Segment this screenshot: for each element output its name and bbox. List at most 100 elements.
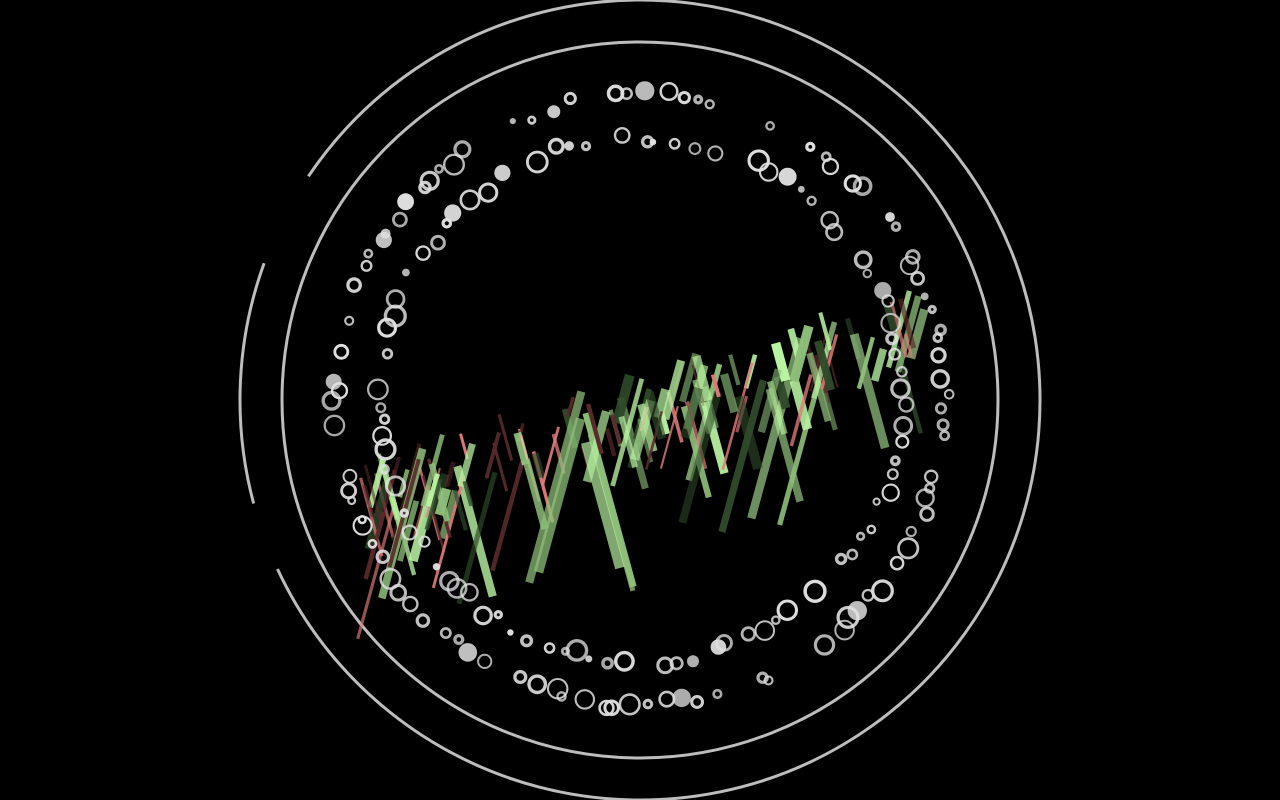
bubble-marker (825, 223, 844, 242)
bubble-marker (778, 167, 797, 186)
bubble-marker (888, 347, 901, 361)
bubble-marker (574, 689, 596, 710)
bubble-marker (649, 138, 657, 146)
bar-mark (387, 458, 421, 568)
bubble-marker (378, 413, 391, 425)
bubble-marker (861, 588, 875, 602)
bubble-marker (453, 633, 465, 646)
bar-mark (585, 403, 604, 455)
bubble-marker (668, 137, 681, 150)
bubble-marker (930, 347, 947, 364)
bubble-marker (372, 426, 393, 446)
bubble-marker (367, 538, 378, 549)
outer-rings (238, 0, 1042, 800)
bar-mark (733, 395, 763, 471)
bubble-marker (340, 482, 358, 500)
bar-mark (678, 390, 722, 524)
bubble-marker (642, 698, 654, 710)
bubble-marker (460, 582, 479, 602)
bar-mark (617, 396, 649, 490)
bubble-marker (712, 688, 723, 700)
bubble-marker (846, 548, 859, 561)
bubble-marker (375, 402, 387, 414)
bar-mark (679, 352, 699, 403)
bubble-marker (885, 332, 899, 346)
bubble-marker (776, 599, 799, 621)
bubble-marker (872, 497, 881, 506)
bubble-marker (527, 674, 548, 695)
bar-mark (513, 431, 530, 466)
bubble-marker (821, 157, 840, 176)
bar-mark (718, 379, 767, 533)
bubble-marker (710, 639, 727, 655)
bubble-marker (899, 255, 920, 276)
bubble-marker (565, 639, 589, 662)
bar-mark (457, 442, 476, 488)
bar-mark (710, 374, 721, 398)
bar-mark (581, 441, 625, 570)
bubble-marker (618, 693, 641, 716)
bubble-marker (897, 537, 920, 560)
bubble-marker (923, 469, 939, 485)
bubble-marker (444, 204, 462, 222)
bubble-marker (874, 282, 892, 300)
bubble-marker (704, 99, 715, 110)
bubble-marker (419, 170, 440, 191)
bubble-marker (943, 389, 955, 400)
bubble-marker (896, 365, 908, 378)
bubble-marker (379, 463, 390, 475)
bubble-marker (323, 414, 346, 437)
bar-mark (522, 458, 549, 531)
bubble-marker (556, 691, 567, 702)
bar-mark (397, 500, 420, 562)
bar-mark (541, 426, 560, 485)
bubble-marker (919, 506, 935, 522)
bubble-marker (402, 268, 410, 277)
bubble-marker (659, 81, 679, 102)
bar-mark (356, 503, 396, 640)
inner-ring (280, 40, 1000, 760)
bubble-marker (740, 626, 757, 642)
bubble-marker (563, 91, 577, 106)
bubble-marker (932, 332, 944, 344)
bar-mark (531, 452, 546, 479)
bubble-marker (920, 292, 929, 301)
bubble-marker (603, 699, 621, 717)
bubble-marker (458, 643, 478, 662)
bar-mark (566, 396, 575, 417)
bubble-marker (765, 121, 775, 131)
bubble-marker (747, 149, 770, 172)
bubble-marker (478, 182, 499, 203)
bar-mark (484, 431, 501, 479)
bubble-marker (546, 677, 569, 700)
bubble-marker (614, 650, 635, 672)
bubble-marker (890, 378, 911, 399)
bubble-marker (547, 137, 565, 155)
bubble-marker (363, 248, 374, 259)
bar-mark (856, 336, 875, 390)
bubble-marker (397, 193, 414, 211)
bubble-marker (473, 605, 493, 626)
bubble-marker (375, 549, 391, 565)
bubble-marker (803, 579, 827, 603)
bubble-marker (939, 430, 951, 442)
bar-mark (721, 362, 754, 470)
bubble-marker (585, 655, 593, 663)
bubble-marker (658, 690, 676, 708)
bubble-marker (758, 162, 779, 182)
bubble-layer (321, 81, 955, 717)
bubble-marker (379, 567, 402, 590)
bubble-marker (677, 90, 691, 105)
bubble-marker (333, 343, 350, 360)
bar-mark (692, 354, 713, 402)
bubble-marker (635, 81, 655, 101)
bubble-marker (401, 595, 419, 613)
bubble-marker (513, 669, 528, 685)
bubble-marker (843, 174, 862, 193)
bar-mark (630, 399, 656, 461)
bar-mark (883, 304, 898, 331)
bubble-marker (418, 535, 431, 548)
bubble-marker (477, 653, 493, 670)
bubble-marker (432, 563, 441, 571)
bubble-marker (459, 189, 481, 211)
